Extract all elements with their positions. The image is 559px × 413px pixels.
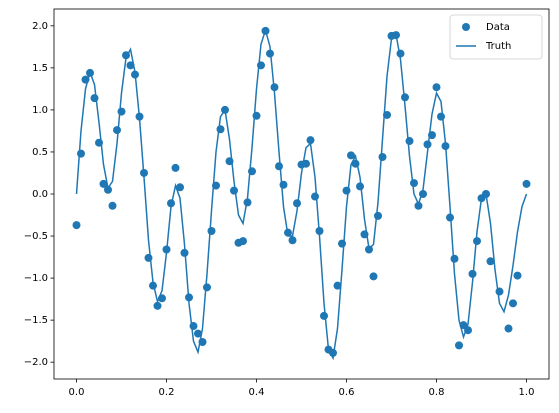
data-point [374, 211, 382, 220]
data-point [486, 257, 495, 266]
y-tick-label: −2.0 [24, 357, 48, 368]
truth-line [75, 27, 528, 361]
y-tick-label: 0.5 [32, 147, 48, 158]
data-point [320, 311, 328, 320]
data-point [239, 237, 247, 246]
data-point [405, 137, 414, 146]
data-point [504, 324, 513, 333]
data-point [194, 329, 202, 338]
data-point [293, 199, 301, 208]
data-point [171, 163, 180, 172]
data-point [437, 112, 445, 121]
data-point [311, 192, 319, 201]
data-point [306, 136, 315, 145]
legend-label: Data [486, 22, 510, 33]
data-point [513, 271, 522, 280]
legend-label: Truth [485, 41, 511, 52]
data-point [117, 107, 126, 116]
x-tick-label: 0.2 [159, 387, 175, 398]
legend-frame [449, 14, 543, 60]
data-point [216, 125, 225, 134]
data-point [495, 287, 504, 296]
data-point [99, 179, 108, 188]
data-point [279, 180, 288, 189]
data-point [347, 151, 355, 160]
data-point [126, 61, 135, 70]
data-point [509, 299, 517, 308]
data-point [455, 341, 463, 350]
data-point [423, 140, 432, 149]
data-point [90, 94, 99, 103]
data-point [450, 254, 459, 263]
x-tick-label: 0.4 [249, 387, 265, 398]
x-tick-label: 0.6 [339, 387, 355, 398]
data-point [356, 182, 364, 191]
data-point [275, 162, 283, 171]
data-point [401, 93, 409, 102]
data-point [108, 201, 117, 210]
y-tick-label: −0.5 [24, 231, 48, 242]
data-point [333, 281, 342, 290]
y-tick-label: −1.0 [24, 273, 48, 284]
data-point [369, 272, 378, 281]
x-tick-label: 0.8 [429, 387, 445, 398]
data-point [410, 179, 418, 188]
data-point [230, 186, 238, 195]
legend: Data Truth [449, 14, 543, 60]
data-point [72, 221, 81, 230]
data-point [473, 237, 481, 246]
y-tick-label: 0.0 [32, 189, 48, 200]
data-point [203, 283, 211, 292]
x-tick-label: 1.0 [519, 387, 535, 398]
axes-frame [53, 8, 550, 380]
data-point [113, 126, 121, 135]
legend-marker [462, 23, 470, 31]
data-point [522, 179, 531, 188]
data-point [176, 183, 184, 192]
y-tick-label: 2.0 [32, 21, 48, 32]
data-point [378, 153, 387, 161]
data-point [342, 186, 351, 195]
data-point [288, 236, 297, 245]
y-tick-label: 1.0 [32, 105, 48, 116]
y-tick-label: 1.5 [32, 63, 48, 74]
data-point [77, 149, 85, 158]
x-tick-label: 0.0 [69, 387, 85, 398]
data-point [104, 185, 112, 194]
data-point [432, 83, 441, 92]
data-point [207, 227, 216, 235]
data-point [153, 301, 162, 310]
y-tick-label: −1.5 [24, 315, 48, 326]
